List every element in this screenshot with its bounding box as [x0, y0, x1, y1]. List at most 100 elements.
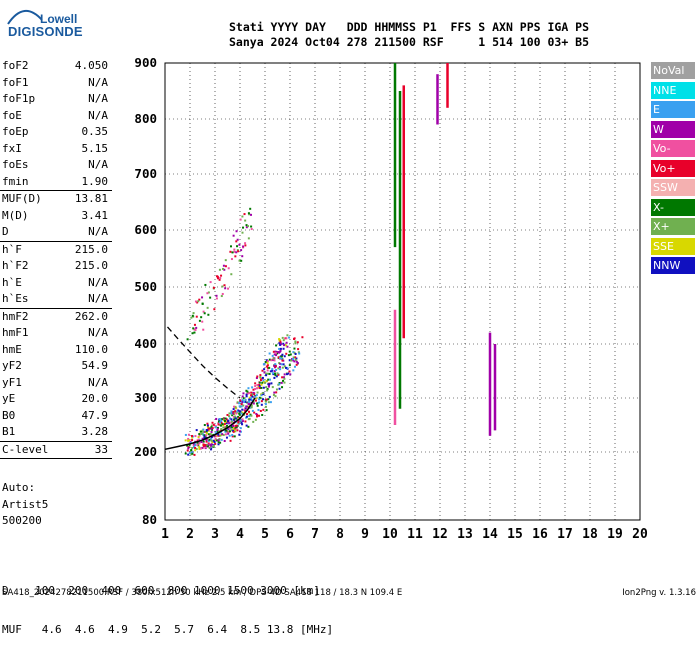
trace-x-point: [275, 388, 278, 391]
legend-item: SSW: [651, 179, 695, 196]
trace-x-point: [279, 368, 282, 371]
trace-o-point: [198, 433, 201, 436]
trace-o-point: [246, 413, 249, 416]
trace-o-point: [198, 446, 201, 449]
trace-x-point: [214, 426, 217, 429]
trace-o-point: [254, 395, 257, 398]
trace-o-point: [248, 398, 251, 401]
param-value: 215.0: [74, 242, 108, 256]
trace-o-point: [258, 384, 261, 387]
trace-o-point: [202, 442, 205, 445]
trace-o-point: [222, 426, 225, 429]
param-row: B1 3.28: [0, 424, 112, 441]
trace-o-point: [187, 446, 190, 449]
trace-o-point: [237, 415, 240, 418]
trace-2hop-point: [201, 320, 204, 323]
trace-x-point: [218, 418, 221, 421]
trace-o-point: [256, 391, 259, 394]
trace-x-point: [274, 374, 277, 377]
trace-x-point: [244, 410, 247, 413]
trace-2hop-point: [201, 296, 204, 299]
trace-x-point: [282, 379, 285, 382]
param-name: foF1: [2, 75, 29, 89]
trace-x-point: [296, 362, 299, 365]
trace-x-point: [278, 366, 281, 369]
trace-x-point: [232, 408, 235, 411]
trace-x-point: [265, 386, 268, 389]
trace-x-point: [275, 375, 278, 378]
trace-x-point: [269, 401, 272, 404]
param-value: N/A: [88, 375, 108, 389]
trace-o-point: [232, 415, 235, 418]
trace-x-point: [291, 358, 294, 361]
trace-o-point: [273, 364, 276, 367]
y-tick-label: 900: [134, 55, 157, 70]
trace-x-point: [209, 444, 212, 447]
trace-2hop-point: [250, 213, 253, 216]
trace-x-point: [266, 388, 269, 391]
trace-o-point: [282, 347, 285, 350]
trace-x-point: [262, 393, 265, 396]
trace-o-point: [271, 368, 274, 371]
trace-o-point: [214, 437, 217, 440]
trace-o-point: [254, 387, 257, 390]
param-value: N/A: [88, 275, 108, 289]
trace-x-point: [268, 395, 271, 398]
trace-o-point: [259, 376, 262, 379]
trace-2hop-point: [248, 213, 251, 216]
trace-o-point: [225, 422, 228, 425]
trace-o-point: [193, 442, 196, 445]
trace-x-point: [232, 425, 235, 428]
trace-o-point: [258, 381, 261, 384]
trace-o-point: [280, 355, 283, 358]
trace-x-point: [217, 423, 220, 426]
x-tick-label: 14: [482, 527, 498, 542]
auto-label: Auto:: [2, 481, 36, 494]
trace-2hop-point: [195, 326, 198, 329]
param-name: hmF2: [2, 309, 29, 323]
trace-x-point: [233, 418, 236, 421]
trace-2hop-point: [245, 224, 248, 227]
trace-o-point: [271, 372, 274, 375]
trace-o-point: [279, 342, 282, 345]
trace-o-point: [242, 397, 245, 400]
trace-o-point: [222, 433, 225, 436]
param-name: h`E: [2, 275, 22, 289]
y-tick-label: 500: [134, 279, 157, 294]
trace-o-point: [229, 430, 232, 433]
trace-x-point: [283, 365, 286, 368]
trace-o-point: [285, 341, 288, 344]
trace-o-point: [261, 381, 264, 384]
trace-x-point: [272, 393, 275, 396]
trace-x-point: [284, 366, 287, 369]
param-value: 33: [94, 442, 108, 456]
trace-x-point: [276, 372, 279, 375]
trace-x-point: [203, 435, 206, 438]
trace-2hop-point: [194, 328, 197, 331]
trace-o-point: [234, 406, 237, 409]
trace-x-point: [240, 412, 243, 415]
y-tick-label: 300: [134, 390, 157, 405]
trace-x-point: [267, 398, 270, 401]
trace-x-point: [225, 426, 228, 429]
trace-o-point: [277, 367, 280, 370]
trace-2hop-point: [222, 264, 225, 267]
trace-x-point: [240, 405, 243, 408]
param-value: 0.35: [81, 125, 109, 138]
trace-o-point: [198, 434, 201, 437]
x-tick-label: 16: [532, 527, 548, 542]
param-row: fmin 1.90: [0, 174, 112, 191]
trace-2hop-point: [233, 248, 236, 251]
param-value: 110.0: [74, 342, 108, 356]
trace-2hop-point: [206, 292, 209, 295]
trace-2hop-point: [230, 245, 233, 248]
trace-o-point: [210, 436, 213, 439]
legend-item: E: [651, 101, 695, 118]
legend-item: NNW: [651, 257, 695, 274]
trace-x-point: [210, 430, 213, 433]
trace-x-point: [234, 415, 237, 418]
trace-o-point: [238, 402, 241, 405]
trace-x-point: [292, 369, 295, 372]
trace-2hop-point: [240, 249, 243, 252]
param-row: foF1 N/A: [0, 75, 112, 92]
